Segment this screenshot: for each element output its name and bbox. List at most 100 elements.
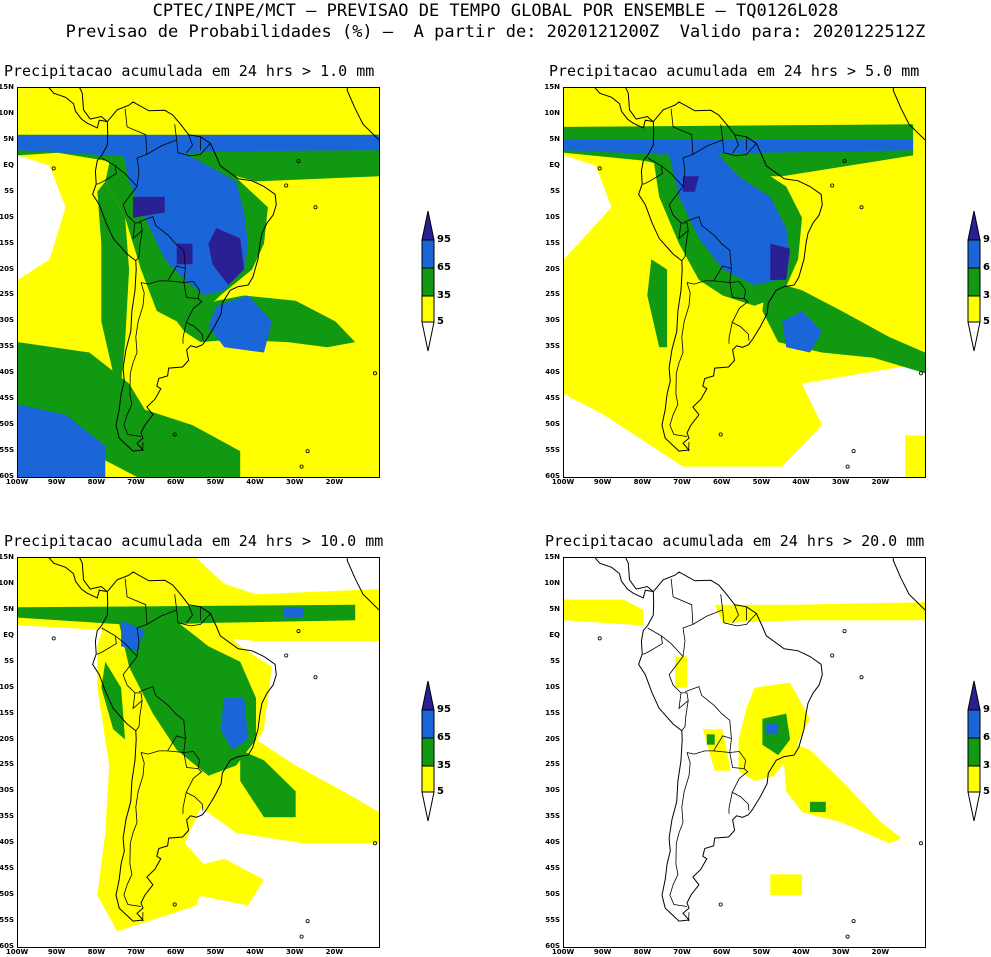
latitude-label: 30S (545, 316, 560, 325)
latitude-label: 20S (545, 734, 560, 743)
latitude-label: 30S (545, 786, 560, 795)
island (851, 449, 856, 454)
latitude-label: 50S (545, 890, 560, 899)
probability-map (563, 87, 926, 478)
island (918, 371, 923, 376)
colorbar-label: 35 (437, 760, 451, 771)
africa-coastline (346, 558, 379, 611)
longitude-label: 100W (551, 948, 575, 956)
country-border (732, 134, 739, 154)
country-border (186, 792, 204, 811)
country-border (660, 635, 684, 657)
latitude-label: 40S (545, 838, 560, 847)
longitude-label: 30W (285, 478, 304, 486)
country-border (176, 609, 211, 627)
island (918, 841, 923, 846)
island (51, 166, 56, 171)
longitude-label: 60W (166, 948, 185, 956)
latitude-label: 55S (545, 916, 560, 925)
island (313, 675, 318, 680)
latitude-label: 40S (0, 368, 14, 377)
latitude-label: 5S (550, 186, 560, 195)
colorbar-label: 5 (983, 316, 990, 327)
latitude-label: 15N (0, 553, 14, 561)
colorbar-segment-65 (421, 239, 435, 269)
latitude-label: 10N (544, 578, 560, 587)
longitude-label: 70W (127, 478, 145, 486)
country-border (642, 627, 663, 655)
island (372, 371, 377, 376)
longitude-label: 30W (831, 948, 850, 956)
longitude-label: 80W (633, 478, 652, 486)
country-border (96, 157, 117, 185)
colorbar-segment-5 (967, 765, 981, 793)
colorbar-segment-35 (967, 737, 981, 767)
longitude-label: 60W (712, 948, 731, 956)
colorbar (421, 680, 435, 822)
longitude-label: 100W (5, 478, 29, 486)
country-border (146, 594, 178, 625)
colorbar-segment-35 (967, 267, 981, 297)
probability-area-5 (675, 656, 687, 688)
longitude-label: 100W (551, 478, 575, 486)
island (172, 902, 177, 907)
island (305, 919, 310, 924)
longitude-label: 90W (593, 948, 612, 956)
latitude-label: 60S (545, 472, 560, 480)
latitude-label: 10N (0, 108, 14, 117)
island (313, 205, 318, 210)
latitude-label: 5S (550, 656, 560, 665)
latitude-label: 30S (0, 316, 14, 325)
probability-area-5 (184, 858, 264, 906)
probability-area-35 (117, 615, 256, 776)
latitude-label: EQ (3, 160, 14, 169)
probability-area-5 (564, 599, 644, 626)
country-border (684, 216, 732, 283)
country-border (182, 768, 203, 814)
probability-area-95 (683, 176, 699, 192)
probability-area-65 (220, 698, 249, 750)
probability-area-95 (770, 243, 791, 280)
country-border (167, 750, 201, 770)
island (859, 675, 864, 680)
longitude-label: 90W (47, 948, 66, 956)
probability-area-65 (208, 295, 272, 353)
longitude-label: 20W (871, 948, 890, 956)
country-border (722, 139, 757, 157)
country-border (692, 124, 724, 155)
longitude-label: 80W (633, 948, 652, 956)
country-border (182, 298, 203, 344)
colorbar-label: 95 (983, 234, 991, 245)
panel-title: Precipitacao acumulada em 24 hrs > 1.0 m… (4, 62, 375, 80)
latitude-label: EQ (549, 630, 560, 639)
figure-title-line-1: CPTEC/INPE/MCT – PREVISAO DE TEMPO GLOBA… (152, 1, 839, 21)
island (718, 902, 723, 907)
probability-area-35 (97, 181, 130, 384)
island (859, 205, 864, 210)
longitude-label: 70W (673, 948, 691, 956)
latitude-label: 15S (545, 708, 560, 717)
latitude-label: 50S (0, 890, 14, 899)
colorbar-label: 65 (437, 262, 451, 273)
colorbar-label: 95 (437, 704, 451, 715)
latitude-label: 15N (544, 83, 560, 91)
colorbar-segment-35 (421, 267, 435, 297)
country-border (114, 165, 138, 187)
latitude-label: 15S (0, 238, 14, 247)
africa-coastline (892, 88, 925, 141)
probability-area-35 (101, 661, 126, 740)
latitude-label: 35S (545, 812, 560, 821)
colorbar (421, 210, 435, 352)
country-border (138, 686, 186, 753)
probability-area-65 (18, 134, 379, 156)
latitude-label: 45S (545, 864, 560, 873)
probability-area-35 (706, 734, 715, 745)
country-border (684, 686, 732, 753)
country-border (186, 604, 193, 624)
probability-area-65 (782, 311, 822, 353)
probability-area-35 (762, 279, 925, 374)
colorbar-segment-95 (421, 210, 435, 241)
colorbar-segment-5 (421, 765, 435, 793)
country-border (722, 609, 757, 627)
central-america-coastline (594, 558, 654, 599)
